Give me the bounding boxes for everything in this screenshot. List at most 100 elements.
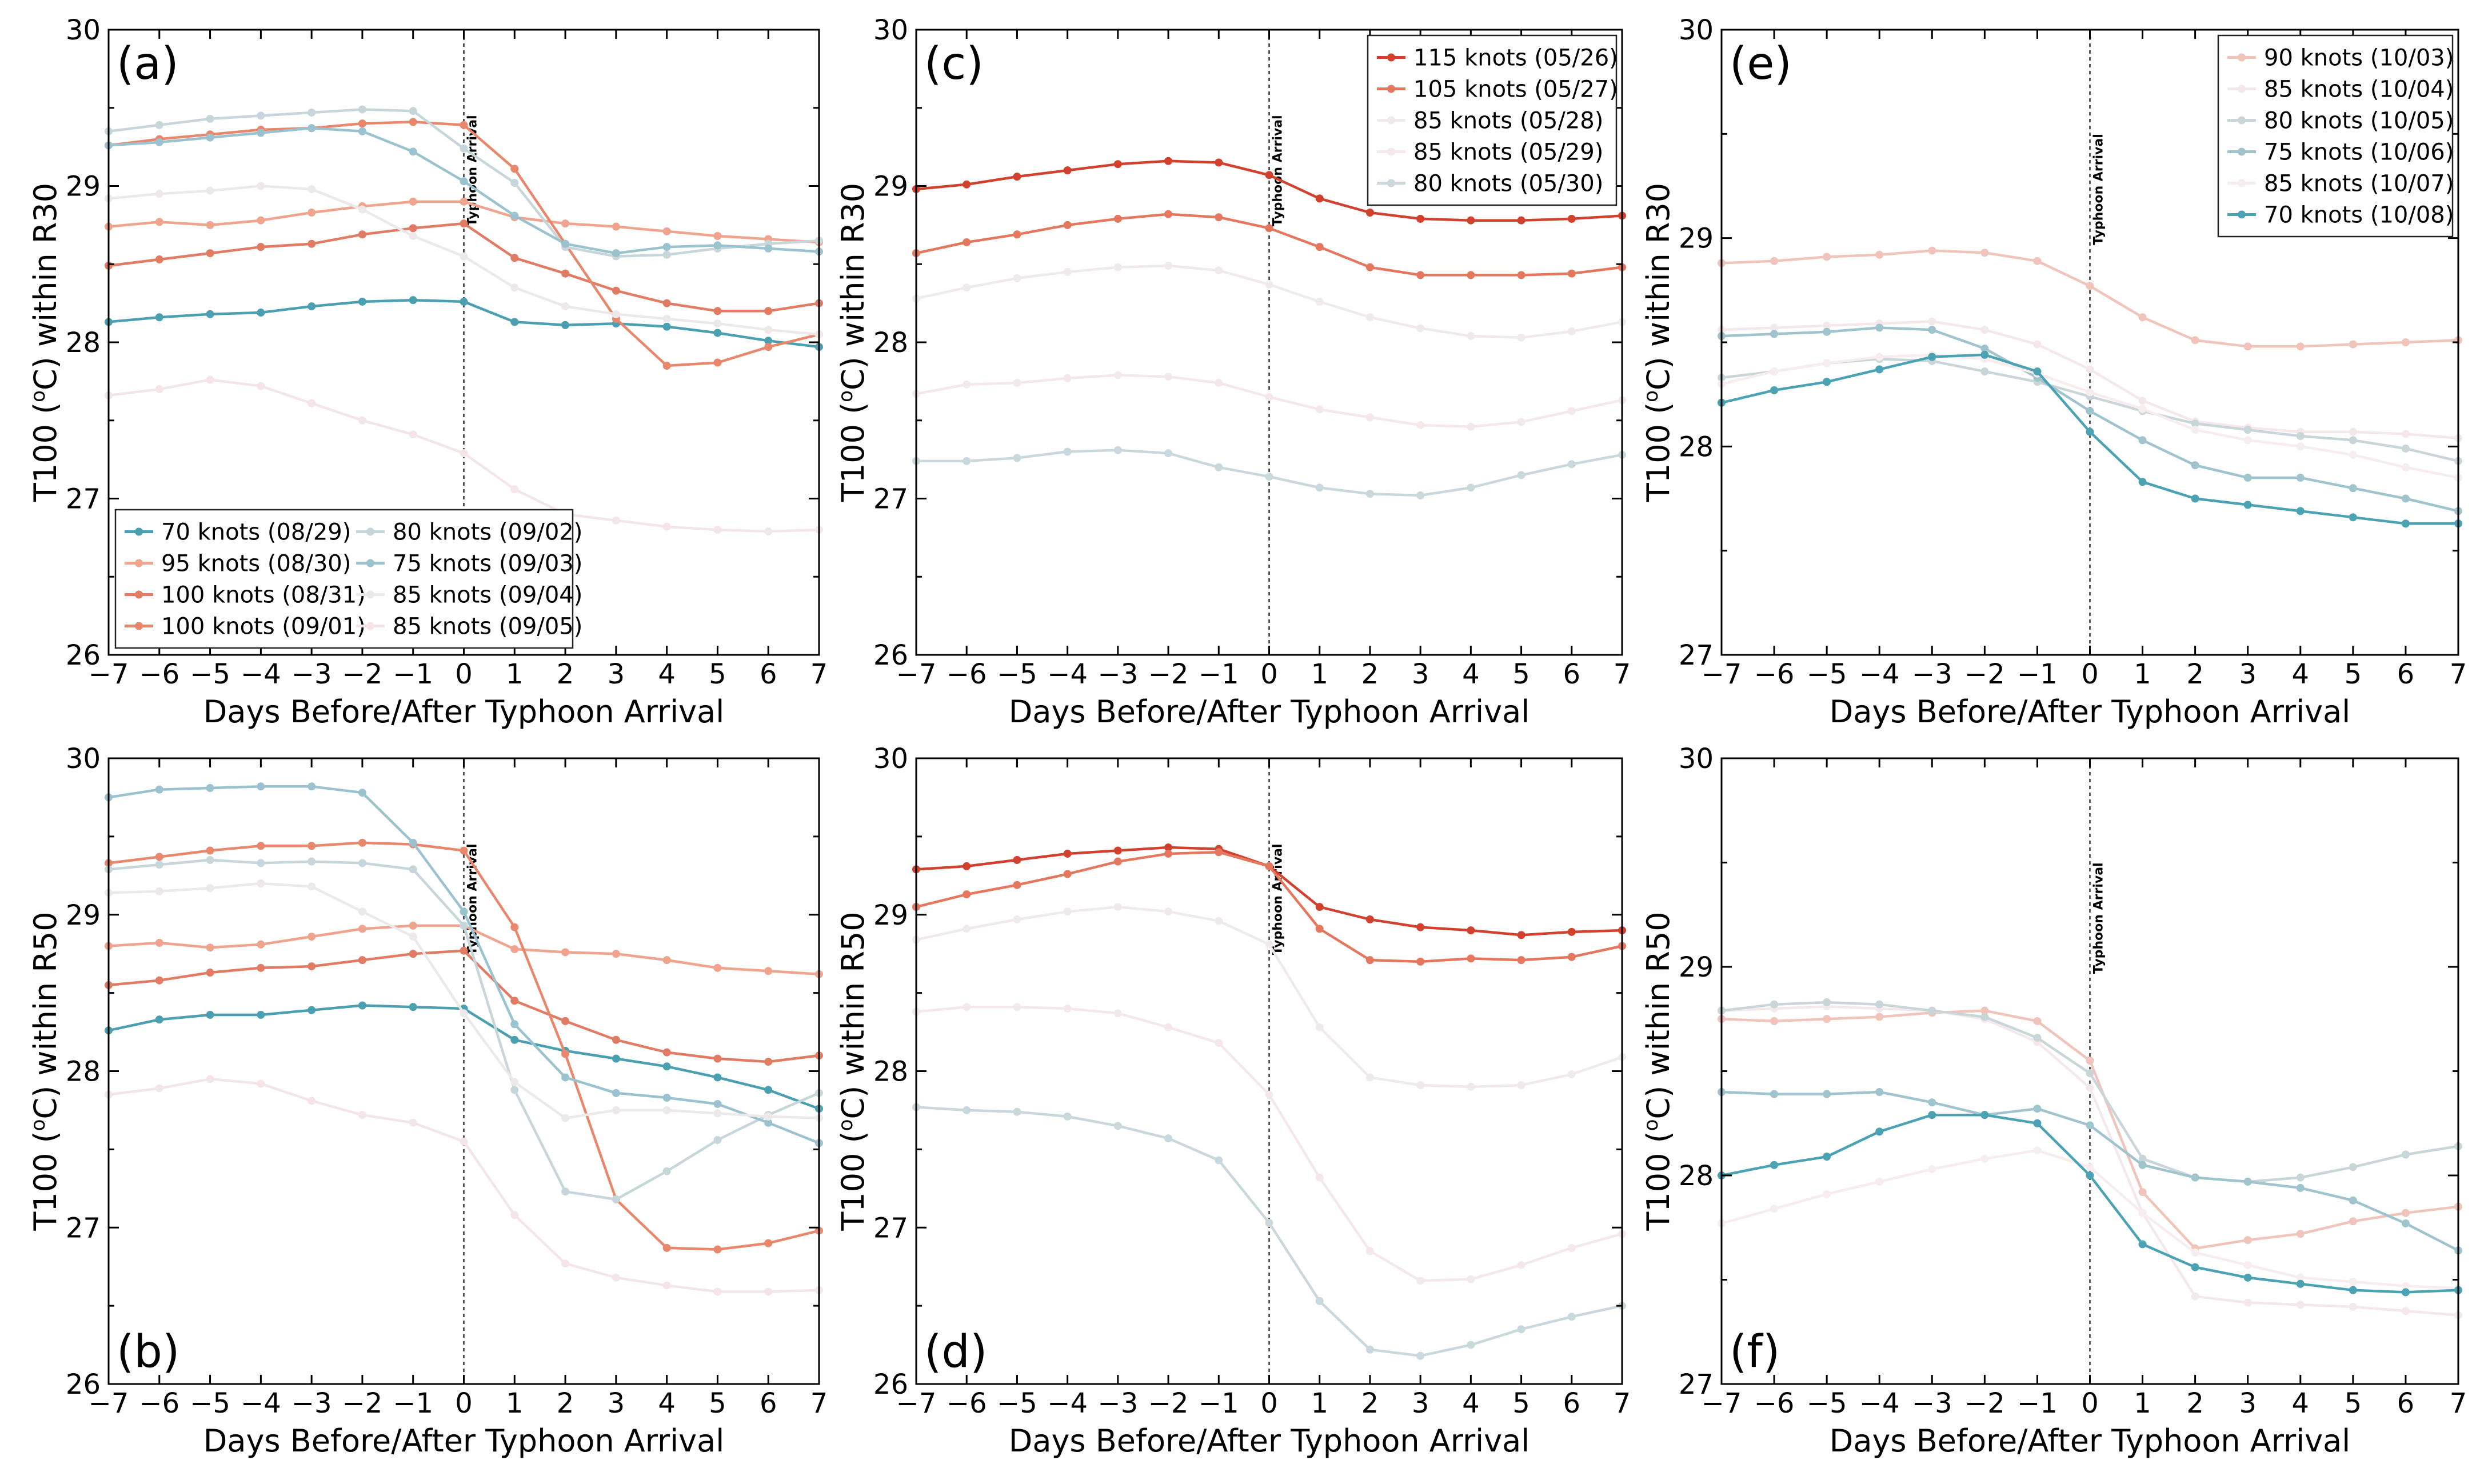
data-point xyxy=(1567,407,1576,415)
data-point xyxy=(206,969,214,977)
data-point xyxy=(2401,1282,2410,1290)
data-point xyxy=(1980,1154,1989,1163)
x-tick-label: −5 xyxy=(997,1387,1037,1419)
y-axis-label-degree: o xyxy=(1640,390,1663,402)
legend-item: 75 knots (10/06) xyxy=(2227,139,2454,166)
data-point xyxy=(1416,421,1425,429)
data-point xyxy=(1823,1190,1831,1198)
y-axis-label-prefix: T100 ( xyxy=(1640,402,1676,502)
data-point xyxy=(612,1035,620,1044)
legend-item: 80 knots (05/30) xyxy=(1377,171,1603,197)
data-point xyxy=(764,1112,773,1121)
data-point xyxy=(2349,513,2357,522)
data-point xyxy=(1517,271,1525,279)
data-point xyxy=(1517,216,1525,225)
y-tick-label: 28 xyxy=(66,1056,101,1088)
data-point xyxy=(2401,1209,2410,1217)
data-point xyxy=(662,522,671,531)
data-point xyxy=(510,179,519,187)
data-point xyxy=(510,318,519,326)
data-point xyxy=(764,1118,773,1127)
series-3 xyxy=(912,1003,1626,1285)
legend-label: 115 knots (05/26) xyxy=(1413,45,1618,71)
data-point xyxy=(1416,324,1425,333)
x-tick-label: 5 xyxy=(2345,1387,2362,1419)
x-tick-label: −5 xyxy=(1807,658,1847,690)
data-point xyxy=(1215,158,1223,167)
data-point xyxy=(257,182,265,190)
data-point xyxy=(1265,1219,1273,1227)
data-point xyxy=(1567,460,1576,469)
data-point xyxy=(1517,956,1525,965)
data-point xyxy=(612,1106,620,1114)
data-point xyxy=(1063,1005,1072,1013)
data-point xyxy=(257,963,265,972)
data-point xyxy=(206,784,214,793)
legend-box xyxy=(1367,34,1618,206)
data-point xyxy=(1875,1177,1884,1186)
data-point xyxy=(1365,313,1374,322)
y-tick-label: 30 xyxy=(873,14,908,46)
data-point xyxy=(358,925,366,933)
data-point xyxy=(2086,365,2094,374)
data-point xyxy=(307,857,316,866)
data-point xyxy=(409,232,417,241)
x-tick-label: −5 xyxy=(997,658,1037,690)
data-point xyxy=(460,177,468,186)
data-point xyxy=(2296,1301,2305,1309)
legend-swatch-marker xyxy=(366,559,374,567)
data-point xyxy=(1416,491,1425,500)
data-point xyxy=(1517,931,1525,939)
typhoon-arrival-annotation: Typhoon Arrival xyxy=(1271,844,1285,955)
legend-label: 95 knots (08/30) xyxy=(161,551,351,577)
series-5 xyxy=(105,124,823,258)
data-point xyxy=(2086,427,2094,436)
data-point xyxy=(2191,336,2199,345)
data-point xyxy=(2033,1105,2042,1113)
data-point xyxy=(1517,1261,1525,1269)
legend-swatch-marker xyxy=(2238,53,2246,62)
data-point xyxy=(2191,461,2199,470)
y-tick-label: 30 xyxy=(1679,14,1714,46)
data-point xyxy=(1063,267,1072,276)
y-axis-label-degree: o xyxy=(27,390,50,402)
data-point xyxy=(1113,846,1122,855)
y-tick-label: 26 xyxy=(873,639,908,671)
data-point xyxy=(2138,405,2147,413)
data-point xyxy=(2243,1298,2252,1307)
y-tick-label: 29 xyxy=(66,899,101,931)
x-tick-label: 4 xyxy=(2292,1387,2310,1419)
data-point xyxy=(1567,1070,1576,1078)
legend-item: 75 knots (09/03) xyxy=(356,551,582,577)
data-point xyxy=(409,865,417,874)
data-point xyxy=(257,382,265,390)
data-point xyxy=(358,907,366,916)
x-tick-label: −2 xyxy=(1964,1387,2005,1419)
data-point xyxy=(662,1243,671,1252)
series-5 xyxy=(1718,1111,2462,1297)
x-tick-label: −6 xyxy=(1754,1387,1795,1419)
data-point xyxy=(764,1239,773,1247)
x-tick-label: −1 xyxy=(393,658,433,690)
data-point xyxy=(460,946,468,955)
data-point xyxy=(1265,1090,1273,1099)
data-point xyxy=(1467,271,1475,279)
legend-label: 100 knots (08/31) xyxy=(161,582,366,609)
data-point xyxy=(358,1111,366,1119)
data-point xyxy=(510,1086,519,1094)
data-point xyxy=(510,997,519,1005)
data-point xyxy=(1980,326,1989,334)
data-point xyxy=(713,319,722,328)
y-axis-label: T100 (oC) within R30 xyxy=(834,183,871,502)
legend-label: 70 knots (08/29) xyxy=(161,519,351,546)
x-tick-label: −2 xyxy=(1148,1387,1189,1419)
panel-label: (f) xyxy=(1730,1326,1780,1378)
data-point xyxy=(1215,463,1223,471)
data-point xyxy=(662,1094,671,1102)
data-point xyxy=(1113,371,1122,379)
x-tick-label: 5 xyxy=(2345,658,2362,690)
x-tick-label: −1 xyxy=(1199,1387,1239,1419)
data-point xyxy=(662,314,671,323)
x-tick-label: 2 xyxy=(1361,1387,1379,1419)
